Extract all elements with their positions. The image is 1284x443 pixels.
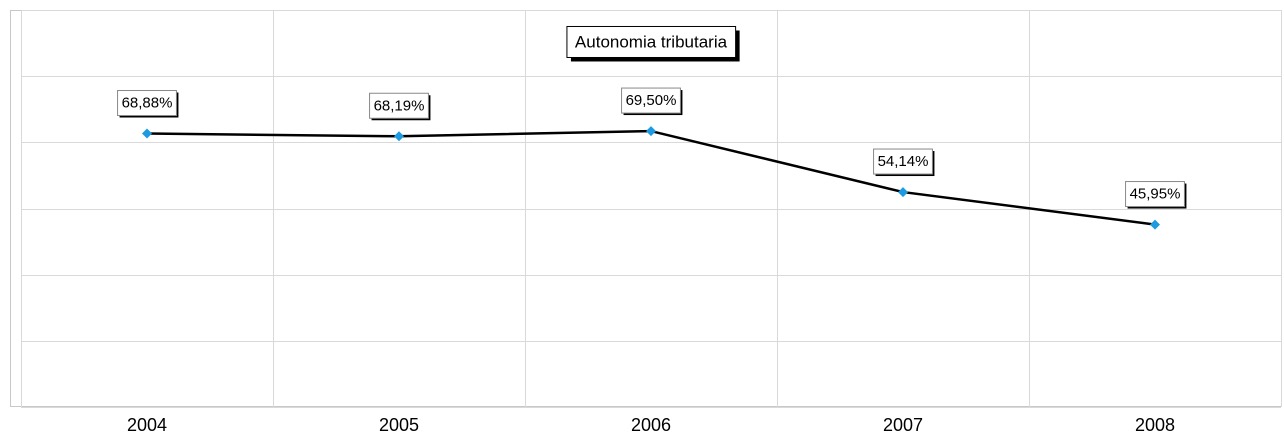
x-tick-label: 2007	[883, 415, 923, 435]
point-marker	[394, 131, 404, 142]
marks: 68,88% 68,19% 69,50% 54,14% 45,95%	[117, 87, 1187, 230]
data-label-frame	[117, 90, 177, 117]
data-label: 45,95%	[1125, 181, 1187, 209]
data-label: 68,19%	[369, 92, 431, 121]
data-label-text: 68,88%	[122, 95, 173, 112]
data-label-text: 69,50%	[626, 92, 677, 109]
data-label-text: 68,19%	[374, 97, 425, 114]
grid	[21, 10, 1282, 408]
x-tick-label: 2005	[379, 415, 419, 435]
point-marker	[898, 187, 908, 198]
title-frame	[566, 25, 737, 58]
point-marker	[1150, 219, 1160, 230]
x-tick-label: 2008	[1135, 415, 1175, 435]
data-label: 68,88%	[117, 90, 179, 118]
data-label-frame	[1125, 181, 1185, 208]
point-marker	[142, 128, 152, 139]
data-label-frame	[369, 92, 429, 119]
plot-frame	[10, 10, 1282, 407]
title-box: Autonomia tributaria	[566, 25, 740, 62]
data-label-text: 45,95%	[1130, 186, 1181, 203]
data-label: 69,50%	[621, 87, 683, 116]
x-tick-label: 2006	[631, 415, 671, 435]
data-label-frame	[621, 87, 681, 114]
point-marker	[646, 126, 656, 137]
x-tick-label: 2004	[127, 415, 167, 435]
data-label: 54,14%	[873, 148, 935, 177]
chart-title: Autonomia tributaria	[575, 32, 728, 51]
data-label-text: 54,14%	[878, 153, 929, 170]
data-label-frame	[873, 148, 933, 175]
